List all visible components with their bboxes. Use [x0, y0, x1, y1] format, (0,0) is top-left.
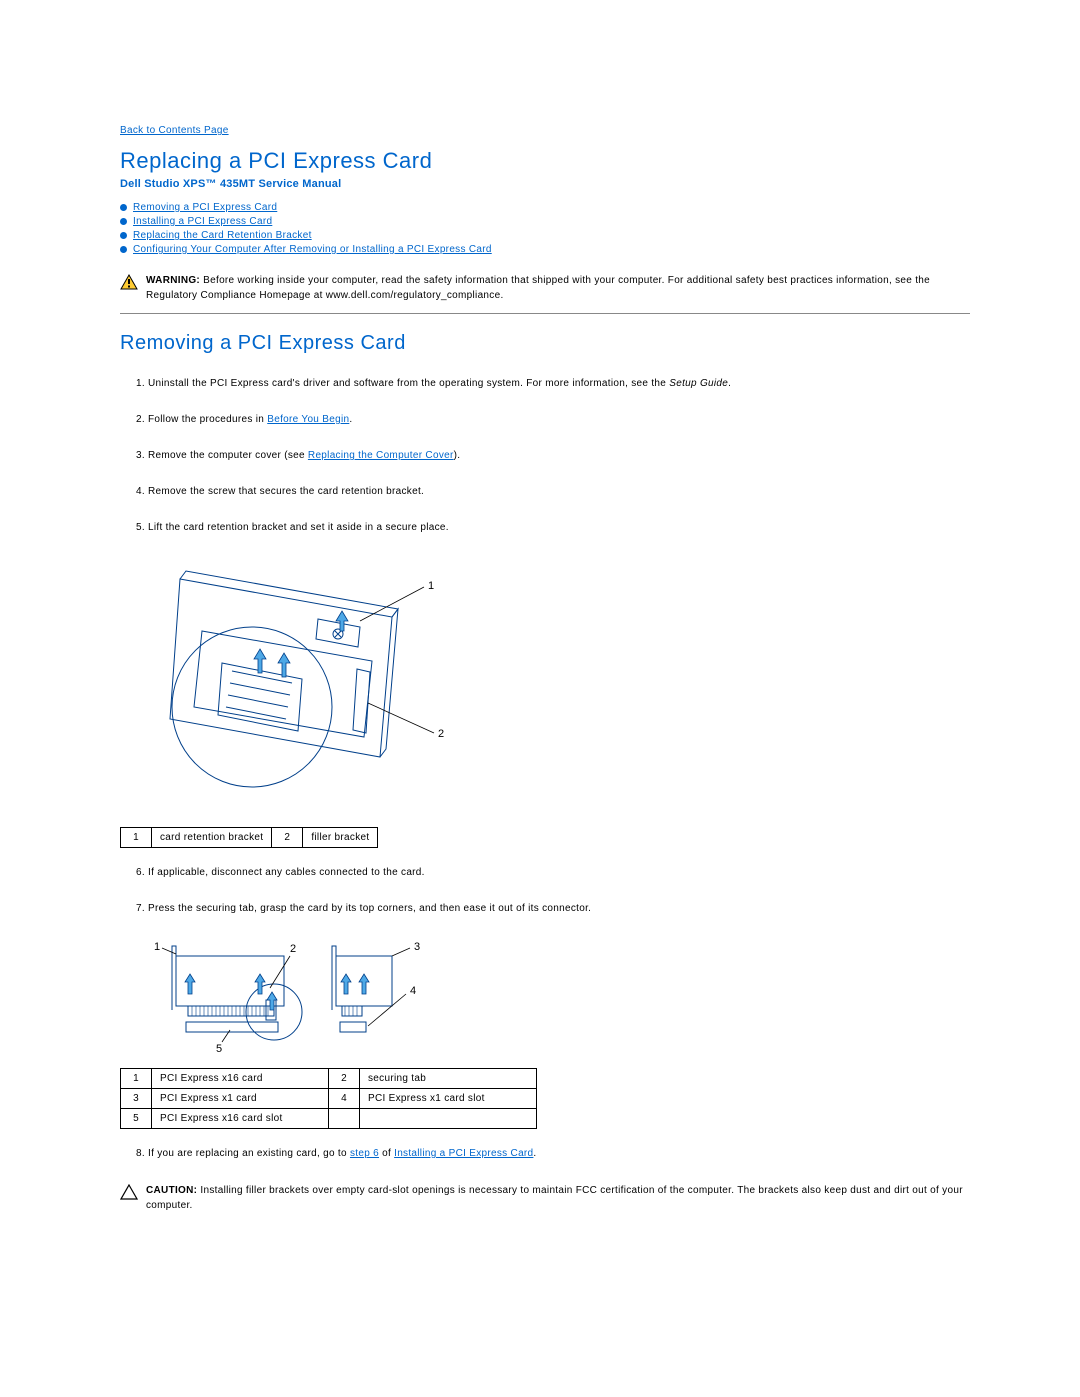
toc-link-removing[interactable]: Removing a PCI Express Card — [133, 202, 277, 213]
step-3: Remove the computer cover (see Replacing… — [148, 449, 970, 463]
bullet-icon — [120, 246, 127, 253]
procedure-steps-cont2: If you are replacing an existing card, g… — [128, 1147, 970, 1161]
page-subtitle: Dell Studio XPS™ 435MT Service Manual — [120, 178, 970, 190]
section-heading: Removing a PCI Express Card — [120, 332, 970, 355]
figure1-label-2: 2 — [438, 728, 444, 740]
table-cell — [329, 1109, 360, 1129]
section-rule — [120, 313, 970, 314]
figure1-label-1: 1 — [428, 580, 434, 592]
table-cell: PCI Express x16 card slot — [152, 1109, 329, 1129]
table-cell: PCI Express x16 card — [152, 1069, 329, 1089]
step-6: If applicable, disconnect any cables con… — [148, 866, 970, 880]
step-8: If you are replacing an existing card, g… — [148, 1147, 970, 1161]
table-cell — [360, 1109, 537, 1129]
figure2-label-1: 1 — [154, 941, 160, 953]
caution-text: CAUTION: Installing filler brackets over… — [146, 1183, 970, 1213]
figure-bracket: 1 2 — [142, 557, 970, 817]
toc-link-bracket[interactable]: Replacing the Card Retention Bracket — [133, 230, 312, 241]
step-7: Press the securing tab, grasp the card b… — [148, 902, 970, 916]
warning-icon — [120, 274, 138, 295]
procedure-steps: Uninstall the PCI Express card's driver … — [128, 377, 970, 535]
step-4: Remove the screw that secures the card r… — [148, 485, 970, 499]
table-cell: 2 — [272, 828, 303, 848]
figure2-label-3: 3 — [414, 941, 420, 953]
step-1: Uninstall the PCI Express card's driver … — [148, 377, 970, 391]
table-cell: 1 — [121, 1069, 152, 1089]
before-you-begin-link[interactable]: Before You Begin — [267, 414, 349, 425]
bullet-icon — [120, 232, 127, 239]
table-cell: securing tab — [360, 1069, 537, 1089]
figure1-legend-table: 1 card retention bracket 2 filler bracke… — [120, 827, 378, 848]
replacing-cover-link[interactable]: Replacing the Computer Cover — [308, 450, 454, 461]
procedure-steps-cont: If applicable, disconnect any cables con… — [128, 866, 970, 916]
toc-link-configuring[interactable]: Configuring Your Computer After Removing… — [133, 244, 492, 255]
back-to-contents-link[interactable]: Back to Contents Page — [120, 125, 229, 136]
table-cell: filler bracket — [303, 828, 378, 848]
warning-text: WARNING: Before working inside your comp… — [146, 273, 970, 303]
toc-list: Removing a PCI Express Card Installing a… — [120, 202, 970, 255]
figure2-legend-table: 1 PCI Express x16 card 2 securing tab 3 … — [120, 1068, 537, 1129]
figure2-label-2: 2 — [290, 943, 296, 955]
warning-notice: WARNING: Before working inside your comp… — [120, 273, 970, 303]
caution-notice: CAUTION: Installing filler brackets over… — [120, 1183, 970, 1213]
table-cell: 4 — [329, 1089, 360, 1109]
caution-icon — [120, 1184, 138, 1205]
installing-card-link[interactable]: Installing a PCI Express Card — [394, 1148, 533, 1159]
bullet-icon — [120, 204, 127, 211]
figure2-label-4: 4 — [410, 985, 416, 997]
table-cell: card retention bracket — [152, 828, 272, 848]
page-title: Replacing a PCI Express Card — [120, 148, 970, 174]
table-cell: 1 — [121, 828, 152, 848]
step6-link[interactable]: step 6 — [350, 1148, 379, 1159]
step-2: Follow the procedures in Before You Begi… — [148, 413, 970, 427]
toc-link-installing[interactable]: Installing a PCI Express Card — [133, 216, 272, 227]
table-cell: 2 — [329, 1069, 360, 1089]
step-5: Lift the card retention bracket and set … — [148, 521, 970, 535]
figure-cards: 1 2 3 4 5 — [142, 938, 970, 1058]
table-cell: PCI Express x1 card slot — [360, 1089, 537, 1109]
bullet-icon — [120, 218, 127, 225]
figure2-label-5: 5 — [216, 1043, 222, 1055]
table-cell: 3 — [121, 1089, 152, 1109]
table-cell: 5 — [121, 1109, 152, 1129]
table-cell: PCI Express x1 card — [152, 1089, 329, 1109]
